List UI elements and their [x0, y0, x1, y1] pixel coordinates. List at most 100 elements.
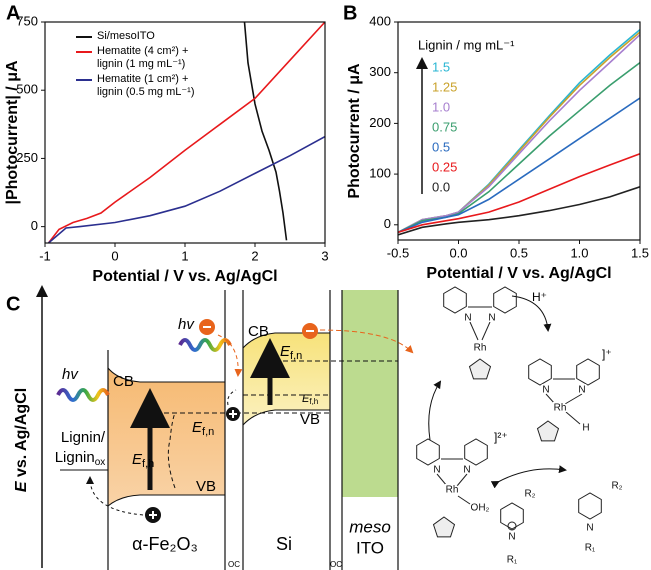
y-tick-label: 300: [369, 64, 391, 79]
x-tick-label: 0.0: [449, 245, 467, 260]
legend-label: Hematite (4 cm²) + lignin (1 mg mL⁻¹): [97, 45, 209, 71]
fermi-subscript: f,n: [202, 426, 214, 438]
figure: C E vs. Ag/AgCl hv hv CB CB VB VB Ef,n E…: [0, 0, 651, 570]
fermi-subscript: f,n: [290, 350, 302, 362]
data-line: [245, 22, 287, 240]
cycle-arrow: [498, 469, 565, 482]
legend-item: Hematite (1 cm²) + lignin (0.5 mg mL⁻¹): [76, 73, 226, 99]
y-tick-label: 100: [369, 166, 391, 181]
atom-label: N: [463, 465, 470, 476]
y-tick-label: 200: [369, 115, 391, 130]
y-tick-label: 750: [16, 13, 38, 28]
atom-label: H: [582, 423, 589, 434]
x-tick-label: 3: [321, 248, 328, 263]
axis-text: vs. Ag/AgCl: [13, 388, 30, 482]
ring: [579, 493, 602, 519]
donor-subscript: ox: [95, 457, 106, 468]
layer-label: ITO: [356, 538, 384, 557]
cp-ring: [434, 517, 455, 537]
legend-entry: 0.0: [432, 179, 450, 194]
legend-label: Si/mesoITO: [97, 30, 209, 43]
x-tick-label: 1: [181, 248, 188, 263]
x-tick-label: -0.5: [387, 245, 409, 260]
layer-label: Si: [276, 534, 292, 554]
legend-entry: 0.25: [432, 159, 457, 174]
ring: [444, 287, 467, 313]
legend: Si/mesoITO Hematite (4 cm²) + lignin (1 m…: [76, 30, 226, 101]
atom-label: R₁: [507, 555, 518, 566]
atom-label: N: [578, 385, 585, 396]
atom-label: N: [488, 313, 495, 324]
atom-label: R₂: [524, 489, 535, 500]
light-label: hv: [178, 316, 195, 333]
legend-swatch: [76, 51, 92, 53]
band-label: VB: [196, 478, 216, 495]
ring: [577, 359, 600, 385]
atom-label: Rh: [474, 343, 487, 354]
contact-label: OC: [228, 560, 240, 569]
charge-label: ]²⁺: [494, 430, 508, 444]
ring: [417, 439, 440, 465]
x-tick-label: 1.5: [631, 245, 649, 260]
fermi-subscript: f,h: [309, 397, 318, 406]
legend-title: Lignin / mg mL⁻¹: [418, 37, 515, 52]
proton-label: H⁺: [532, 290, 547, 304]
legend-swatch: [76, 36, 92, 38]
x-axis-label: Potential / V vs. Ag/AgCl: [92, 268, 277, 285]
ito-layer: [342, 290, 398, 497]
legend-entry: 1.0: [432, 99, 450, 114]
bond: [482, 322, 490, 340]
legend-item: Hematite (4 cm²) + lignin (1 mg mL⁻¹): [76, 45, 226, 71]
hole-transfer: [228, 390, 236, 405]
y-tick-label: 0: [31, 218, 38, 233]
ring: [529, 359, 552, 385]
molecules: NNRhNNRhHNNRhOH₂NR₁R₂NR₁R₂: [417, 287, 623, 566]
atom-label: R₁: [585, 543, 596, 554]
light-wave: [58, 390, 108, 400]
atom-label: Rh: [446, 485, 459, 496]
donor-text: Lignin: [55, 449, 95, 466]
y-tick-label: 0: [384, 216, 391, 231]
contact-label: OC: [330, 560, 342, 569]
charge-label: ]⁺: [602, 347, 612, 361]
legend-label: Hematite (1 cm²) + lignin (0.5 mg mL⁻¹): [97, 73, 209, 99]
band-label: CB: [113, 373, 134, 390]
y-axis-label: |Photocurrent| / μA: [4, 60, 21, 205]
cp-ring: [538, 421, 559, 441]
atom-label: N: [542, 385, 549, 396]
donor-label: Ligninox: [55, 449, 106, 468]
ring: [465, 439, 488, 465]
ring: [494, 287, 517, 313]
band-label: VB: [300, 411, 320, 428]
atom-label: N: [586, 523, 593, 534]
y-tick-label: 400: [369, 13, 391, 28]
y-axis-label: Photocurrent / μA: [346, 63, 363, 199]
legend-entry: 1.25: [432, 79, 457, 94]
x-axis-label: Potential / V vs. Ag/AgCl: [426, 265, 611, 282]
panel-label: B: [343, 2, 357, 24]
x-tick-label: 2: [251, 248, 258, 263]
atom-label: N: [433, 465, 440, 476]
legend-entry: 0.5: [432, 139, 450, 154]
light-wave: [180, 340, 230, 350]
atom-label: R₂: [611, 481, 622, 492]
data-line: [49, 137, 326, 243]
cp-ring: [470, 359, 491, 379]
bond: [458, 496, 470, 504]
atom-label: OH₂: [471, 503, 490, 514]
atom-label: N: [464, 313, 471, 324]
x-tick-label: 0: [111, 248, 118, 263]
energy-axis-label: E vs. Ag/AgCl: [13, 388, 30, 492]
donor-label: Lignin/: [61, 429, 106, 446]
legend-entry: 1.5: [432, 59, 450, 74]
layer-label: α-Fe₂O₃: [132, 534, 198, 554]
x-tick-label: 1.0: [570, 245, 588, 260]
bond: [470, 322, 478, 340]
legend-entry: 0.75: [432, 119, 457, 134]
panel-label: C: [6, 293, 20, 315]
bond: [457, 474, 467, 486]
layer-label: meso: [349, 517, 391, 536]
legend-item: Si/mesoITO: [76, 30, 226, 43]
band-label: CB: [248, 323, 269, 340]
cycle-arrow: [429, 382, 440, 440]
